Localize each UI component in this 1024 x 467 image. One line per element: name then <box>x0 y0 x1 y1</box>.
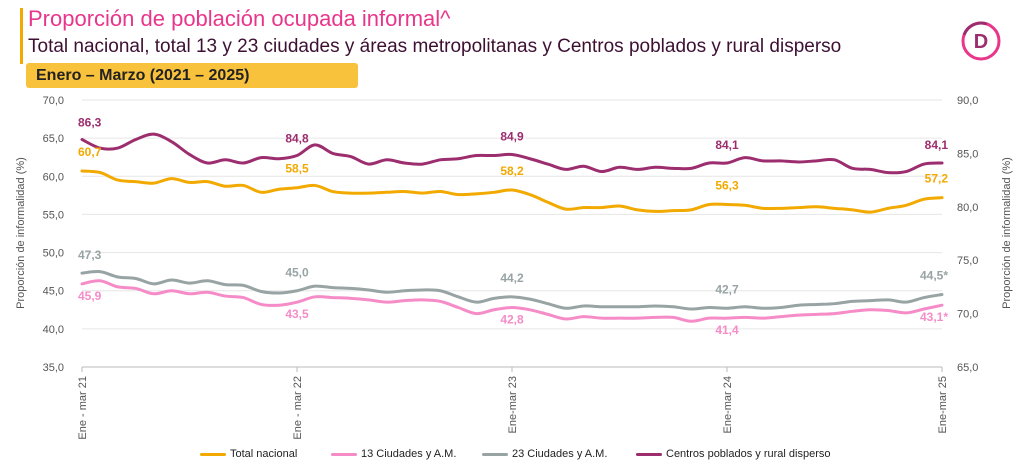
data-label-23-ciudades: 44,5* <box>920 269 948 283</box>
legend-label-13-ciudades: 13 Ciudades y A.M. <box>361 448 457 460</box>
legend-item-total: Total nacional <box>200 448 297 460</box>
legend-item-23-ciudades: 23 Ciudades y A.M. <box>482 448 607 460</box>
x-tick-label: Ene-mar 23 <box>507 376 519 433</box>
data-label-23-ciudades: 44,2 <box>500 271 524 285</box>
legend-swatch-rural <box>636 452 662 456</box>
legend-label-23-ciudades: 23 Ciudades y A.M. <box>512 448 608 460</box>
legend-label-rural: Centros poblados y rural disperso <box>666 448 831 460</box>
data-label-23-ciudades: 42,7 <box>715 282 739 296</box>
data-label-total: 57,2 <box>925 172 949 186</box>
data-label-13-ciudades: 43,1* <box>920 310 948 324</box>
y-tick-label-left: 50,0 <box>43 248 64 260</box>
data-label-rural: 86,3 <box>78 116 102 130</box>
data-label-total: 58,2 <box>500 164 524 178</box>
legend-item-rural: Centros poblados y rural disperso <box>636 448 830 460</box>
x-tick-label: Ene-mar 25 <box>937 376 949 433</box>
x-tick-label: Ene-mar 24 <box>722 376 734 433</box>
y-axis-title-right: Proporción de informalidad (%) <box>1001 157 1013 309</box>
y-tick-label-left: 60,0 <box>43 171 64 183</box>
y-tick-label-left: 40,0 <box>43 324 64 336</box>
data-label-rural: 84,9 <box>500 129 524 143</box>
legend-item-13-ciudades: 13 Ciudades y A.M. <box>331 448 456 460</box>
page-title: Proporción de población ocupada informal… <box>28 6 451 31</box>
series-line-13-ciudades <box>80 279 944 323</box>
y-tick-label-right: 90,0 <box>957 95 978 107</box>
data-label-13-ciudades: 41,4 <box>715 323 739 337</box>
page-subtitle: Total nacional, total 13 y 23 ciudades y… <box>28 36 842 57</box>
axes: 35,0 40,0 45,0 50,0 55,0 60,0 65,0 70,0 65,0 70,0… <box>43 95 979 440</box>
data-label-rural: 84,1 <box>925 138 949 152</box>
legend-swatch-23-ciudades <box>482 452 508 456</box>
y-tick-label-left: 55,0 <box>43 209 64 221</box>
title-accent-bar <box>20 8 23 64</box>
y-tick-label-right: 75,0 <box>957 255 978 267</box>
data-label-total: 56,3 <box>715 179 739 193</box>
y-tick-label-left: 70,0 <box>43 95 64 107</box>
legend: Total nacional 13 Ciudades y A.M. 23 Ciu… <box>0 448 1024 466</box>
data-label-13-ciudades: 43,5 <box>285 307 309 321</box>
y-tick-label-right: 65,0 <box>957 362 978 374</box>
data-label-23-ciudades: 47,3 <box>78 248 102 262</box>
data-label-13-ciudades: 42,8 <box>500 312 524 326</box>
series-line-rural <box>80 132 944 175</box>
y-tick-label-left: 45,0 <box>43 286 64 298</box>
y-tick-label-right: 80,0 <box>957 202 978 214</box>
y-tick-label-right: 85,0 <box>957 148 978 160</box>
data-label-13-ciudades: 45,9 <box>78 289 102 303</box>
x-tick-label: Ene - mar 22 <box>292 376 304 440</box>
data-label-total: 58,5 <box>285 162 309 176</box>
data-label-rural: 84,8 <box>285 132 309 146</box>
y-axis-title-left: Proporción de informalidad (%) <box>15 157 27 309</box>
y-tick-label-right: 70,0 <box>957 309 978 321</box>
period-badge: Enero – Marzo (2021 – 2025) <box>26 63 358 88</box>
series-lines <box>80 132 944 323</box>
y-tick-label-left: 65,0 <box>43 133 64 145</box>
data-label-total: 60,7 <box>78 145 102 159</box>
legend-label-total: Total nacional <box>230 448 298 460</box>
y-tick-label-left: 35,0 <box>43 362 64 374</box>
logo-letter: D <box>974 31 988 53</box>
legend-swatch-total <box>200 452 226 456</box>
data-labels: 60,7 58,5 58,2 56,3 57,2 45,9 43,5 42,8 41,4 43,1… <box>78 116 948 338</box>
series-line-23-ciudades <box>80 270 944 311</box>
series-line-total <box>80 169 944 214</box>
dane-logo-icon: D <box>961 21 1001 61</box>
data-label-23-ciudades: 45,0 <box>285 266 309 280</box>
x-tick-label: Ene - mar 21 <box>77 376 89 440</box>
legend-swatch-13-ciudades <box>331 452 357 456</box>
data-label-rural: 84,1 <box>715 138 739 152</box>
